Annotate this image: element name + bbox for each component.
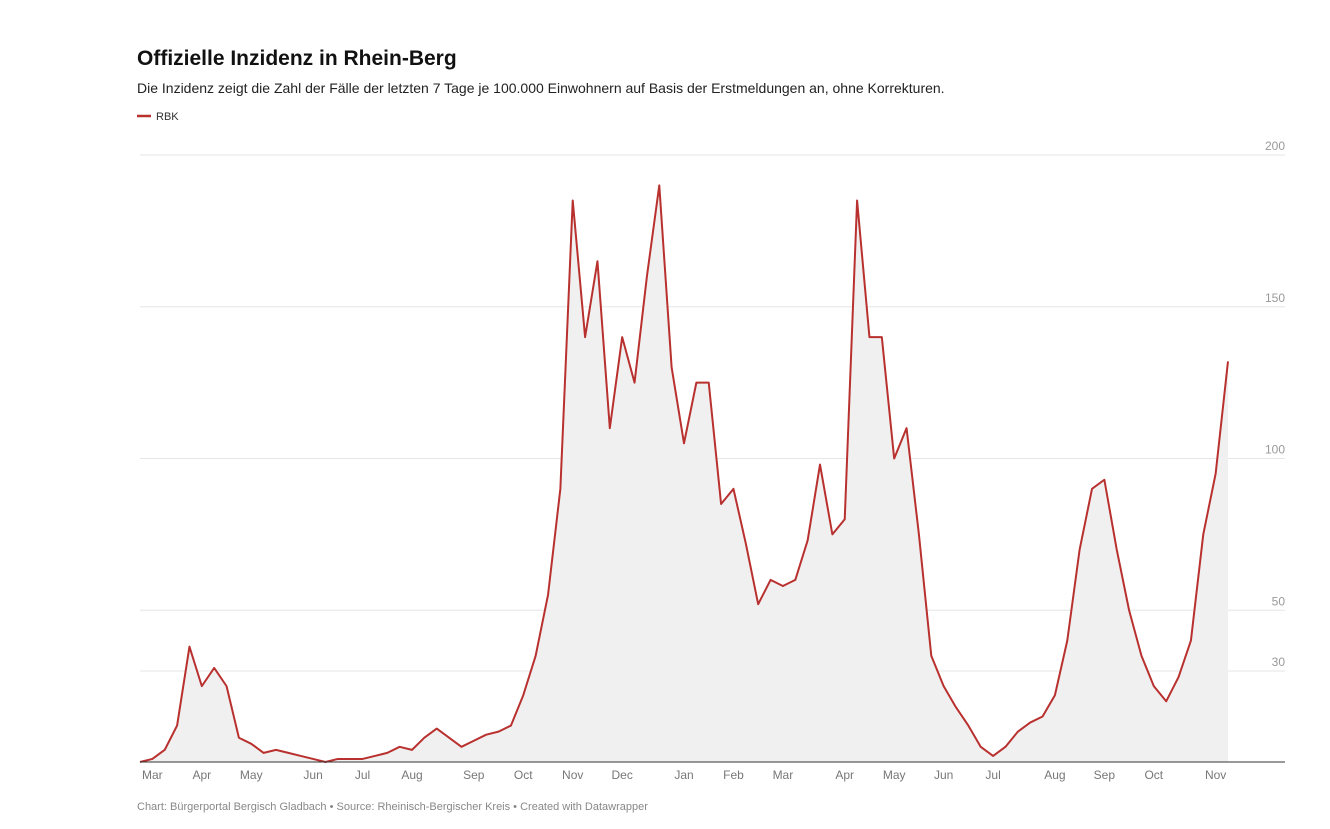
y-tick-label: 200 (1265, 139, 1285, 153)
x-tick-label: Aug (401, 768, 422, 782)
x-tick-label: Sep (463, 768, 485, 782)
x-tick-label: Sep (1094, 768, 1116, 782)
y-tick-label: 50 (1272, 594, 1286, 608)
x-tick-label: Jul (985, 768, 1000, 782)
x-tick-label: May (883, 768, 906, 782)
x-tick-label: Jun (934, 768, 953, 782)
chart-title: Offizielle Inzidenz in Rhein-Berg (137, 47, 457, 70)
chart-subtitle: Die Inzidenz zeigt die Zahl der Fälle de… (137, 80, 945, 96)
x-tick-label: Jul (355, 768, 370, 782)
x-tick-label: Nov (1205, 768, 1226, 782)
y-tick-label: 100 (1265, 443, 1285, 457)
x-tick-label: Jan (674, 768, 693, 782)
x-tick-label: Oct (514, 768, 533, 782)
chart-footer: Chart: Bürgerportal Bergisch Gladbach • … (137, 801, 648, 813)
x-tick-label: Oct (1144, 768, 1163, 782)
x-tick-label: Mar (142, 768, 163, 782)
y-tick-label: 30 (1272, 655, 1286, 669)
line (139, 184, 1229, 763)
area (140, 185, 1228, 763)
x-tick-label: Mar (773, 768, 794, 782)
x-tick-label: Apr (835, 768, 854, 782)
legend-label: RBK (156, 111, 179, 123)
y-tick-label: 150 (1265, 291, 1285, 305)
x-tick-label: Feb (723, 768, 744, 782)
x-tick-label: Aug (1044, 768, 1065, 782)
x-tick-label: Dec (612, 768, 633, 782)
x-tick-label: May (240, 768, 263, 782)
x-tick-label: Apr (192, 768, 211, 782)
x-tick-label: Nov (562, 768, 583, 782)
x-tick-label: Jun (303, 768, 322, 782)
